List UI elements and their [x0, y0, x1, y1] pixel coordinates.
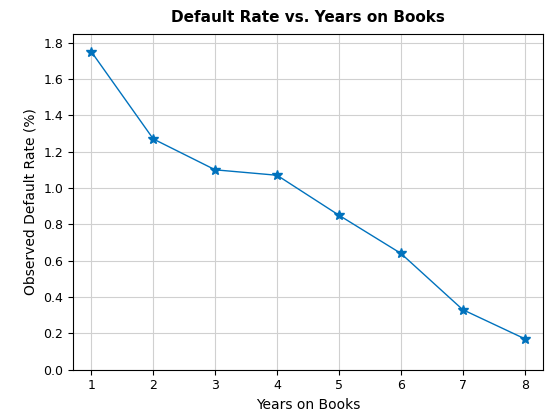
X-axis label: Years on Books: Years on Books: [256, 398, 360, 412]
Y-axis label: Observed Default Rate (%): Observed Default Rate (%): [24, 108, 38, 295]
Title: Default Rate vs. Years on Books: Default Rate vs. Years on Books: [171, 10, 445, 26]
